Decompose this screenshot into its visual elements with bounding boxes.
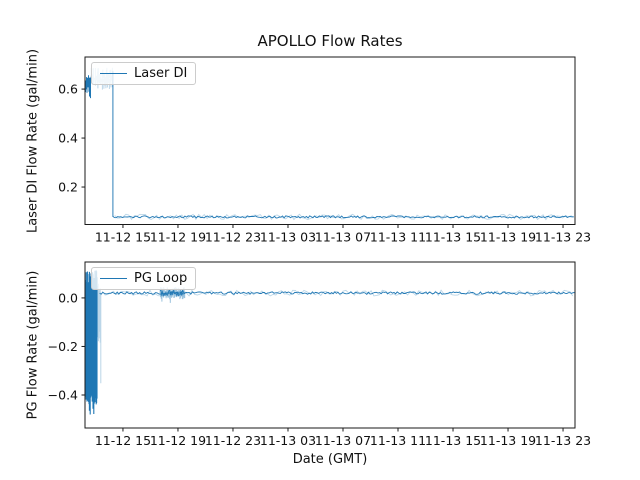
x-tick-label: 11-13 19 [480, 230, 536, 245]
x-tick-label: 11-13 23 [535, 230, 591, 245]
x-axis-label: Date (GMT) [292, 452, 368, 467]
y-tick-label: 0.2 [58, 180, 78, 195]
chart-title: APOLLO Flow Rates [257, 32, 403, 50]
x-tick-label: 11-13 23 [535, 433, 591, 448]
y-axis-label-bottom: PG Flow Rate (gal/min) [25, 270, 41, 420]
series-line-laser-di [112, 215, 574, 219]
y-tick-label: 0.4 [58, 131, 78, 146]
axes-spines [84, 261, 576, 429]
x-tick-label: 11-13 03 [260, 433, 316, 448]
x-tick-label: 11-12 15 [95, 230, 151, 245]
x-tick-label: 11-13 07 [315, 230, 371, 245]
x-tick-label: 11-12 15 [95, 433, 151, 448]
x-tick-label: 11-13 11 [370, 433, 426, 448]
x-tick-label: 11-13 19 [480, 433, 536, 448]
x-tick-label: 11-13 07 [315, 433, 371, 448]
x-tick-label: 11-12 23 [205, 433, 261, 448]
x-tick-label: 11-12 23 [205, 230, 261, 245]
x-tick-label: 11-13 15 [425, 230, 481, 245]
series-line-pg-loop [96, 283, 102, 384]
legend-line-icon [100, 278, 127, 279]
legend-laser-di: Laser DI [91, 62, 197, 85]
y-tick-label: 0.0 [58, 290, 78, 305]
series-line-pg-loop [101, 289, 574, 297]
x-tick-label: 11-12 19 [150, 230, 206, 245]
x-tick-label: 11-12 19 [150, 433, 206, 448]
y-tick-label: −0.2 [48, 339, 78, 354]
axes-spines [84, 56, 576, 225]
plot-area [85, 67, 575, 221]
legend-line-icon [100, 73, 127, 74]
legend-label: PG Loop [134, 271, 188, 286]
legend-label: Laser DI [134, 66, 188, 81]
series-line-pg-loop [159, 288, 185, 298]
x-tick-label: 11-13 11 [370, 230, 426, 245]
series-line-laser-di [114, 213, 575, 221]
y-tick-label: 0.6 [58, 82, 78, 97]
series-line-laser-di [85, 75, 91, 97]
x-tick-label: 11-13 03 [260, 230, 316, 245]
legend-pg-loop: PG Loop [91, 267, 197, 290]
plot-area [85, 270, 575, 415]
y-tick-label: −0.4 [48, 387, 78, 402]
y-axis-label-top: Laser DI Flow Rate (gal/min) [25, 48, 41, 234]
x-tick-label: 11-13 15 [425, 433, 481, 448]
series-line-pg-loop [85, 270, 98, 415]
series-line-pg-loop [99, 291, 575, 295]
